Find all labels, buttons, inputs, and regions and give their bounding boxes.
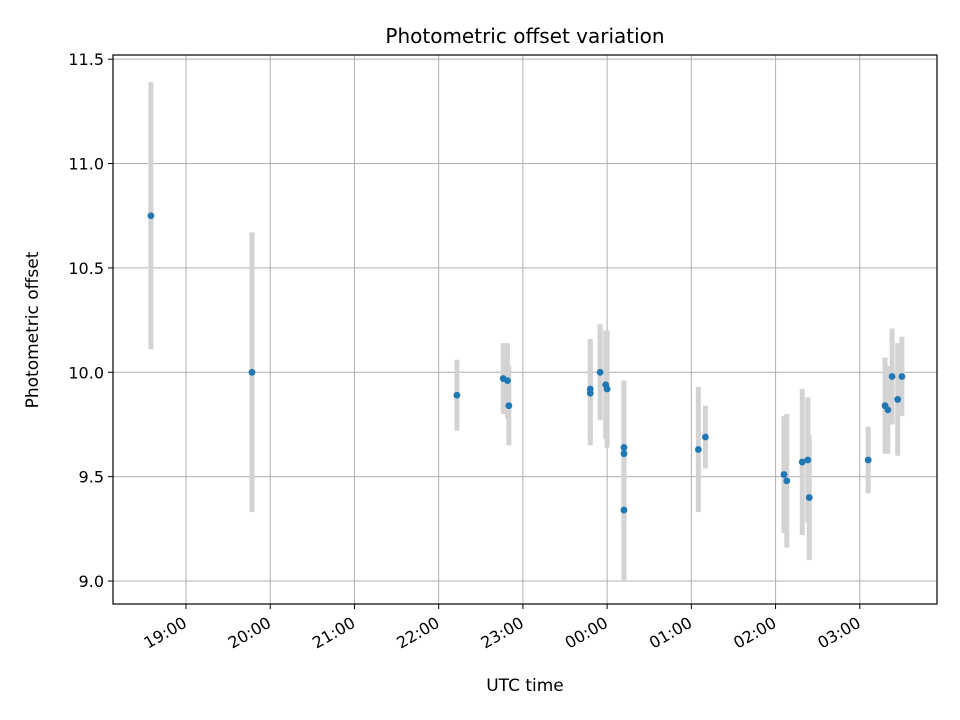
data-point	[586, 385, 594, 393]
point-layer	[147, 212, 906, 514]
y-axis-title: Photometric offset	[23, 251, 43, 408]
data-point	[248, 368, 256, 376]
data-point	[504, 377, 511, 385]
y-tick-label: 11.0	[68, 155, 104, 174]
data-point	[701, 433, 709, 441]
data-point	[894, 396, 902, 403]
plot-area-frame	[112, 54, 938, 605]
data-point	[596, 368, 604, 376]
data-point	[453, 391, 461, 399]
data-point	[620, 450, 628, 458]
data-point	[603, 385, 611, 393]
data-point	[147, 212, 155, 220]
data-point	[620, 444, 628, 451]
data-point	[505, 402, 513, 410]
y-tick-label: 10.5	[68, 259, 104, 278]
data-point	[694, 446, 702, 453]
y-tick-label: 9.5	[79, 468, 104, 487]
data-point	[898, 373, 906, 380]
chart-title: Photometric offset variation	[385, 24, 664, 48]
data-point	[804, 456, 812, 464]
data-point	[783, 477, 791, 485]
data-point	[780, 471, 788, 478]
data-point	[888, 373, 896, 380]
y-tick-label: 10.0	[68, 363, 104, 382]
data-point	[884, 406, 892, 414]
y-tick-label: 11.5	[68, 50, 104, 69]
data-point	[798, 458, 806, 466]
data-point	[805, 494, 813, 501]
data-point	[620, 506, 628, 514]
x-axis-title: UTC time	[486, 676, 564, 696]
y-tick-label: 9.0	[79, 572, 104, 591]
data-point	[864, 456, 872, 464]
y-tick-layer: 9.0 9.5 10.0 10.5 11.0 11.5	[68, 50, 113, 591]
